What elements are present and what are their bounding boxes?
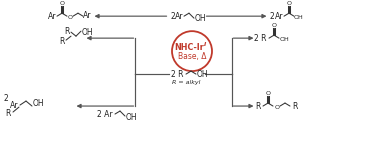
Text: R: R: [64, 27, 70, 36]
Text: OH: OH: [32, 99, 44, 108]
Text: 2 R: 2 R: [254, 34, 266, 43]
Text: OH: OH: [294, 15, 304, 20]
Text: OH: OH: [194, 14, 206, 23]
Text: R: R: [255, 102, 261, 111]
Text: 2: 2: [170, 12, 175, 21]
Text: Base, Δ: Base, Δ: [178, 52, 206, 61]
Text: Ar: Ar: [10, 101, 18, 110]
Text: O: O: [287, 1, 291, 6]
Text: Ar: Ar: [175, 12, 183, 21]
Text: NHC-Ir: NHC-Ir: [174, 43, 204, 52]
Text: 2 R: 2 R: [171, 70, 183, 79]
Text: O: O: [274, 105, 279, 110]
Text: O: O: [68, 15, 73, 20]
Text: R = alkyl: R = alkyl: [172, 80, 200, 85]
Text: I: I: [204, 42, 206, 47]
Text: O: O: [59, 1, 65, 6]
Text: OH: OH: [196, 70, 208, 79]
Text: 2: 2: [4, 94, 8, 102]
Text: Ar: Ar: [83, 11, 91, 20]
Text: R: R: [292, 102, 298, 111]
Text: OH: OH: [125, 113, 137, 121]
Text: 2 Ar: 2 Ar: [97, 110, 113, 119]
Text: 2: 2: [270, 12, 274, 21]
Text: Ar: Ar: [275, 12, 283, 21]
Text: O: O: [265, 91, 271, 96]
Text: Ar: Ar: [48, 12, 56, 21]
Text: OH: OH: [81, 28, 93, 37]
Text: R: R: [5, 108, 11, 118]
Text: OH: OH: [280, 37, 290, 42]
Text: O: O: [271, 23, 276, 28]
Text: R: R: [59, 37, 65, 46]
